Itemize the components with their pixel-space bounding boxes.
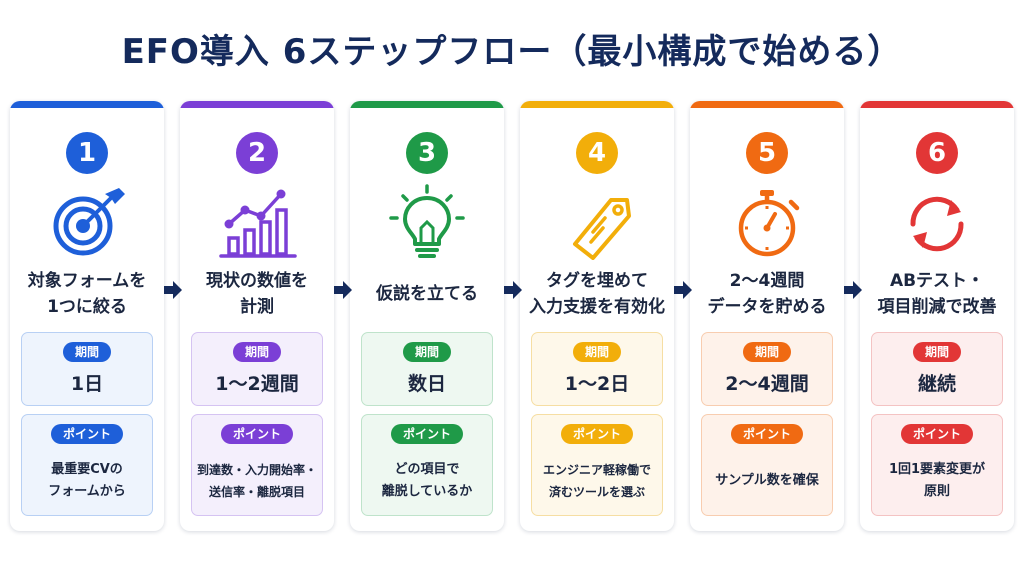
step-number-badge: 5: [746, 132, 788, 174]
period-value: 2〜4週間: [725, 373, 809, 395]
flow-arrow-icon: [844, 281, 862, 299]
step-number-badge: 3: [406, 132, 448, 174]
point-label: ポイント: [220, 424, 294, 444]
point-label: ポイント: [390, 424, 464, 444]
period-box: 期間 2〜4週間: [701, 332, 833, 406]
step-title: 仮説を立てる: [376, 284, 478, 304]
step-title: タグを埋めて 入力支援を有効化: [529, 271, 665, 317]
step-number-badge: 6: [916, 132, 958, 174]
period-value: 1〜2日: [564, 373, 630, 395]
point-label: ポイント: [50, 424, 124, 444]
tag-icon: [573, 198, 631, 260]
point-label: ポイント: [900, 424, 974, 444]
step-top-bar: [180, 101, 334, 108]
step-number-badge: 1: [66, 132, 108, 174]
step-title: 現状の数値を 計測: [206, 271, 308, 317]
step-title: 対象フォームを 1つに絞る: [27, 271, 147, 317]
period-value: 数日: [407, 373, 446, 395]
period-value: 継続: [917, 373, 956, 395]
point-box: ポイント 最重要CVの フォームから: [21, 414, 153, 516]
page-title: EFO導入 6ステップフロー（最小構成で始める）: [121, 32, 903, 72]
point-box: ポイント 1回1要素変更が 原則: [871, 414, 1003, 516]
flow-arrow-icon: [334, 281, 352, 299]
target-icon: [53, 188, 125, 256]
point-label: ポイント: [560, 424, 634, 444]
step-top-bar: [520, 101, 674, 108]
flow-arrow-icon: [674, 281, 692, 299]
step-top-bar: [690, 101, 844, 108]
point-value: 1回1要素変更が 原則: [888, 462, 986, 499]
step-title: 2〜4週間 データを貯める: [707, 271, 827, 317]
period-box: 期間 1〜2週間: [191, 332, 323, 406]
refresh-cycle-icon: [910, 196, 964, 252]
period-box: 期間 継続: [871, 332, 1003, 406]
period-label: 期間: [62, 342, 112, 362]
period-value: 1日: [70, 373, 104, 395]
period-value: 1〜2週間: [215, 373, 299, 395]
point-value: 最重要CVの フォームから: [48, 462, 126, 499]
point-value: エンジニア軽稼働で 済むツールを選ぶ: [542, 463, 651, 499]
point-box: ポイント エンジニア軽稼働で 済むツールを選ぶ: [531, 414, 663, 516]
period-box: 期間 1日: [21, 332, 153, 406]
point-value: 到達数・入力開始率・ 送信率・離脱項目: [196, 463, 317, 499]
point-value: どの項目で 離脱しているか: [381, 462, 473, 499]
point-label: ポイント: [730, 424, 804, 444]
period-label: 期間: [232, 342, 282, 362]
flow-arrow-icon: [164, 281, 182, 299]
period-label: 期間: [742, 342, 792, 362]
period-box: 期間 数日: [361, 332, 493, 406]
step-number-badge: 2: [236, 132, 278, 174]
period-label: 期間: [402, 342, 452, 362]
step-number-badge: 4: [576, 132, 618, 174]
period-label: 期間: [572, 342, 622, 362]
flow-arrow-icon: [504, 281, 522, 299]
period-box: 期間 1〜2日: [531, 332, 663, 406]
lightbulb-icon: [389, 184, 465, 258]
point-box: ポイント サンプル数を確保: [701, 414, 833, 516]
step-title: ABテスト・ 項目削減で改善: [877, 271, 997, 317]
period-label: 期間: [912, 342, 962, 362]
stopwatch-icon: [738, 190, 800, 257]
growth-chart-icon: [219, 189, 297, 258]
step-top-bar: [350, 101, 504, 108]
point-box: ポイント どの項目で 離脱しているか: [361, 414, 493, 516]
step-top-bar: [860, 101, 1014, 108]
step-top-bar: [10, 101, 164, 108]
point-box: ポイント 到達数・入力開始率・ 送信率・離脱項目: [191, 414, 323, 516]
point-value: サンプル数を確保: [715, 473, 819, 488]
